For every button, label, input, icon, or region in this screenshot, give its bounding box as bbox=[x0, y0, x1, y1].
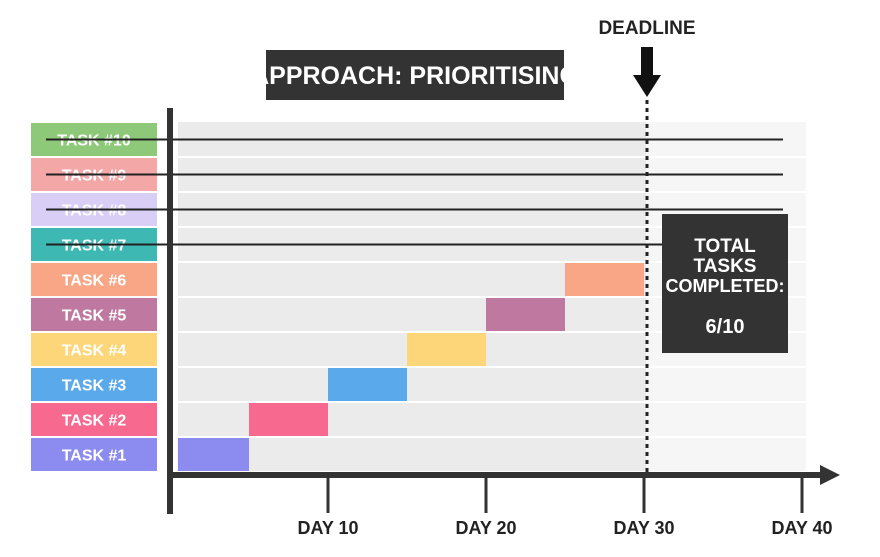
task-label: TASK #5 bbox=[62, 308, 127, 325]
x-axis bbox=[167, 472, 822, 478]
task-bar bbox=[486, 298, 565, 331]
x-tick-label: DAY 40 bbox=[771, 518, 832, 538]
task-label-tile bbox=[31, 333, 157, 366]
summary-value: 6/10 bbox=[706, 316, 745, 338]
task-bar bbox=[407, 333, 486, 366]
task-bar bbox=[565, 263, 644, 296]
deadline-arrow-shaft bbox=[641, 47, 653, 77]
title-box bbox=[266, 50, 564, 100]
x-tick-label: DAY 20 bbox=[455, 518, 516, 538]
summary-line-1: TOTAL bbox=[694, 236, 756, 257]
task-label: TASK #10 bbox=[57, 133, 131, 150]
task-bar bbox=[177, 438, 249, 471]
task-bar bbox=[249, 403, 328, 436]
x-tick bbox=[326, 478, 330, 513]
deadline-arrow-head bbox=[633, 75, 661, 97]
task-label-tile bbox=[31, 298, 157, 331]
task-label: TASK #9 bbox=[62, 168, 127, 185]
deadline-label: DEADLINE bbox=[598, 18, 695, 39]
task-label-tile bbox=[31, 438, 157, 471]
summary-box bbox=[662, 214, 788, 353]
task-label: TASK #7 bbox=[62, 238, 127, 255]
diagram-title: APPROACH: PRIORITISING bbox=[251, 62, 579, 90]
task-label: TASK #1 bbox=[62, 448, 127, 465]
task-bars bbox=[177, 263, 644, 471]
x-tick-label: DAY 10 bbox=[297, 518, 358, 538]
summary-line-2: TASKS bbox=[694, 256, 757, 277]
x-tick-label: DAY 30 bbox=[613, 518, 674, 538]
y-axis bbox=[167, 108, 173, 514]
task-label-tile bbox=[31, 403, 157, 436]
task-label: TASK #6 bbox=[62, 273, 127, 290]
task-labels: TASK #1 TASK #2 TASK #3 TASK #4 TASK #5 TASK … bbox=[31, 123, 157, 471]
x-axis-arrowhead bbox=[820, 465, 840, 485]
x-tick bbox=[642, 478, 646, 513]
task-label: TASK #3 bbox=[62, 378, 127, 395]
x-tick bbox=[800, 478, 804, 513]
task-label-tile bbox=[31, 263, 157, 296]
task-bar bbox=[328, 368, 407, 401]
task-label-tile bbox=[31, 368, 157, 401]
task-label: TASK #8 bbox=[62, 203, 127, 220]
x-axis-ticks: DAY 10 DAY 20 DAY 30 DAY 40 bbox=[297, 478, 833, 538]
summary-line-3: COMPLETED: bbox=[666, 276, 785, 296]
task-label: TASK #2 bbox=[62, 413, 127, 430]
x-tick bbox=[484, 478, 488, 513]
task-label: TASK #4 bbox=[62, 343, 127, 360]
